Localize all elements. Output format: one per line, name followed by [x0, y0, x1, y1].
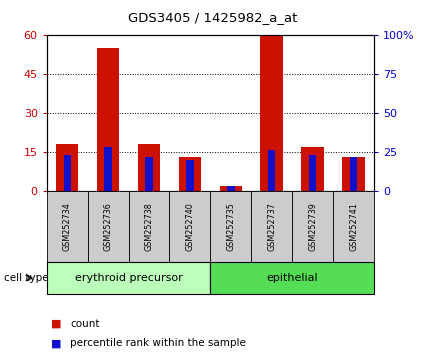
Bar [138, 144, 160, 191]
Bar [350, 158, 357, 191]
Text: GSM252736: GSM252736 [104, 202, 113, 251]
Text: GDS3405 / 1425982_a_at: GDS3405 / 1425982_a_at [128, 11, 297, 24]
Bar [47, 191, 88, 262]
Bar [178, 158, 201, 191]
Text: GSM252741: GSM252741 [349, 202, 358, 251]
Bar [301, 147, 324, 191]
Text: epithelial: epithelial [266, 273, 318, 283]
Bar [268, 150, 275, 191]
Text: GSM252734: GSM252734 [63, 202, 72, 251]
Text: GSM252739: GSM252739 [308, 202, 317, 251]
Bar [145, 158, 153, 191]
Bar [170, 191, 210, 262]
Bar [210, 191, 251, 262]
Text: cell type: cell type [4, 273, 49, 283]
Text: erythroid precursor: erythroid precursor [75, 273, 182, 283]
Bar [309, 155, 316, 191]
Bar [97, 48, 119, 191]
Bar [210, 262, 374, 294]
Bar [292, 191, 333, 262]
Text: ■: ■ [51, 319, 62, 329]
Bar [105, 147, 112, 191]
Text: count: count [70, 319, 99, 329]
Bar [88, 191, 128, 262]
Text: percentile rank within the sample: percentile rank within the sample [70, 338, 246, 348]
Bar [227, 186, 235, 191]
Text: GSM252740: GSM252740 [185, 202, 194, 251]
Bar [333, 191, 374, 262]
Bar [251, 191, 292, 262]
Bar [261, 35, 283, 191]
Bar [47, 262, 210, 294]
Text: GSM252735: GSM252735 [227, 202, 235, 251]
Text: ■: ■ [51, 338, 62, 348]
Bar [220, 186, 242, 191]
Bar [56, 144, 79, 191]
Text: GSM252738: GSM252738 [144, 202, 153, 251]
Bar [342, 158, 365, 191]
Text: GSM252737: GSM252737 [267, 202, 276, 251]
Bar [186, 160, 194, 191]
Bar [128, 191, 170, 262]
Bar [63, 155, 71, 191]
